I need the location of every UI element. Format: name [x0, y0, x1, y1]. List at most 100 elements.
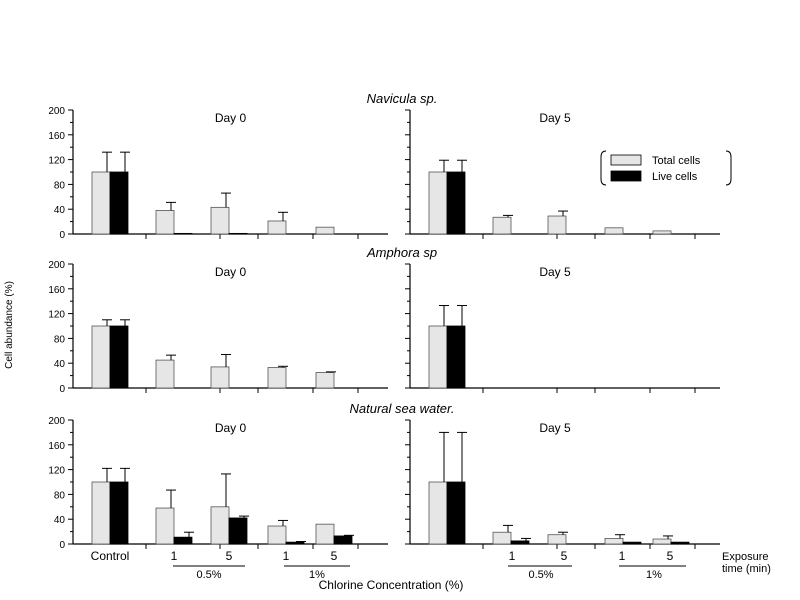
- y-axis-label: Cell abundance (%): [4, 281, 15, 369]
- bar-total-cells: [428, 171, 448, 235]
- group-label-5: 5: [226, 549, 233, 563]
- y-tick-label: 40: [54, 359, 66, 370]
- bar-live-cells: [670, 541, 690, 545]
- concentration-label: 1%: [646, 569, 662, 581]
- bar-live-cells: [446, 171, 466, 235]
- panel-day-label: Day 0: [215, 421, 247, 435]
- chart-panel: Day 5: [405, 109, 720, 239]
- bar-total-cells: [604, 227, 624, 235]
- bar-total-cells: [210, 206, 230, 235]
- bar-live-cells: [173, 536, 193, 545]
- chart-panel: Day 5: [405, 419, 720, 549]
- y-tick-label: 0: [59, 230, 65, 241]
- bar-total-cells: [210, 366, 230, 389]
- bar-total-cells: [652, 538, 672, 545]
- group-label-control: Control: [91, 549, 130, 563]
- bar-live-cells: [173, 232, 193, 235]
- concentration-label: 1%: [309, 569, 325, 581]
- bar-total-cells: [428, 481, 448, 545]
- y-tick-label: 40: [54, 205, 66, 216]
- bar-live-cells: [446, 325, 466, 389]
- panel-day-label: Day 5: [539, 265, 571, 279]
- bar-live-cells: [109, 171, 129, 235]
- legend: Total cells Live cells: [600, 150, 732, 186]
- y-tick-label: 120: [48, 310, 65, 321]
- y-tick-label: 160: [48, 131, 65, 142]
- group-label-1: 1: [619, 549, 626, 563]
- legend-label-live: Live cells: [652, 171, 698, 183]
- exposure-time-label: Exposure: [722, 551, 768, 563]
- bar-live-cells: [333, 535, 353, 545]
- legend-bracket-right: [725, 150, 732, 186]
- bar-total-cells: [547, 534, 567, 545]
- panel-day-label: Day 0: [215, 111, 247, 125]
- chart-panels: 0 40 80 120 160 200 Navicula sp. Day 0 Day 5 0 40 8…: [48, 91, 720, 551]
- exposure-time-label: time (min): [722, 563, 771, 575]
- y-tick-label: 160: [48, 285, 65, 296]
- concentration-label: 0.5%: [196, 569, 221, 581]
- y-tick-label: 80: [54, 334, 66, 345]
- x-annotations-left: Control 1 5 1 5 0.5% 1%: [91, 549, 350, 581]
- bar-total-cells: [267, 220, 287, 235]
- group-label-1: 1: [509, 549, 516, 563]
- y-tick-label: 160: [48, 441, 65, 452]
- legend-label-total: Total cells: [652, 155, 701, 167]
- bar-live-cells: [228, 517, 248, 545]
- bar-total-cells: [492, 531, 512, 545]
- chart-panel: 0 40 80 120 160 200 Amphora sp Day 0: [48, 245, 437, 395]
- bar-live-cells: [109, 481, 129, 545]
- bar-total-cells: [604, 538, 624, 545]
- bar-live-cells: [109, 325, 129, 389]
- y-tick-label: 0: [59, 384, 65, 395]
- bar-total-cells: [91, 171, 111, 235]
- panel-title: Navicula sp.: [367, 91, 438, 106]
- panel-title: Natural sea water.: [349, 401, 454, 416]
- chart-panel: 0 40 80 120 160 200 Navicula sp. Day 0: [48, 91, 437, 241]
- y-tick-label: 200: [48, 416, 65, 427]
- bar-total-cells: [315, 226, 335, 235]
- bar-total-cells: [267, 367, 287, 389]
- bar-live-cells: [285, 541, 305, 545]
- chart-panel: Day 5: [405, 263, 720, 393]
- bar-total-cells: [492, 216, 512, 235]
- group-label-1: 1: [283, 549, 290, 563]
- bar-total-cells: [155, 359, 175, 389]
- panel-day-label: Day 5: [539, 111, 571, 125]
- y-tick-label: 200: [48, 106, 65, 117]
- bar-total-cells: [91, 481, 111, 545]
- y-tick-label: 80: [54, 180, 66, 191]
- bar-live-cells: [446, 481, 466, 545]
- bar-live-cells: [228, 232, 248, 235]
- group-label-5: 5: [667, 549, 674, 563]
- panel-title: Amphora sp: [366, 245, 437, 260]
- legend-swatch-live: [610, 170, 642, 182]
- bar-total-cells: [155, 210, 175, 235]
- concentration-label: 0.5%: [528, 569, 553, 581]
- y-tick-label: 40: [54, 515, 66, 526]
- bar-live-cells: [510, 540, 530, 545]
- y-tick-label: 80: [54, 490, 66, 501]
- bar-total-cells: [267, 525, 287, 545]
- y-tick-label: 0: [59, 540, 65, 551]
- group-label-1: 1: [171, 549, 178, 563]
- x-annotations-right: 1 5 1 5 0.5% 1%: [508, 549, 686, 581]
- bar-total-cells: [210, 506, 230, 545]
- bar-total-cells: [652, 230, 672, 235]
- panel-day-label: Day 0: [215, 265, 247, 279]
- y-tick-label: 120: [48, 466, 65, 477]
- group-label-5: 5: [561, 549, 568, 563]
- group-label-5: 5: [331, 549, 338, 563]
- y-tick-label: 120: [48, 156, 65, 167]
- bar-total-cells: [315, 523, 335, 545]
- legend-bracket-left: [600, 150, 607, 186]
- bar-live-cells: [622, 541, 642, 545]
- bar-total-cells: [428, 325, 448, 389]
- x-axis-label: Chlorine Concentration (%): [319, 578, 464, 592]
- chart-panel: 0 40 80 120 160 200 Natural sea water. Day 0: [48, 401, 454, 551]
- legend-swatch-total: [610, 154, 642, 166]
- bar-total-cells: [91, 325, 111, 389]
- bar-total-cells: [155, 507, 175, 545]
- bar-total-cells: [315, 372, 335, 389]
- panel-day-label: Day 5: [539, 421, 571, 435]
